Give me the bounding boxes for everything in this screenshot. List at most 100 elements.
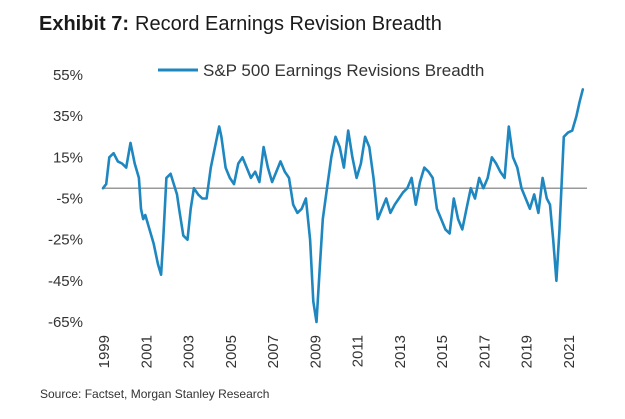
x-tick-label: 2007 [265, 335, 282, 368]
x-tick-label: 2017 [476, 335, 493, 368]
data-point [182, 235, 184, 237]
y-tick-label: -5% [56, 191, 83, 208]
data-point [533, 193, 535, 195]
x-tick-label: 2009 [307, 335, 324, 368]
data-point [432, 177, 434, 179]
data-point [246, 167, 248, 169]
data-point [537, 212, 540, 214]
data-point [419, 181, 421, 183]
data-point [108, 156, 110, 158]
data-point [250, 177, 252, 179]
data-point [312, 300, 314, 302]
x-tick-label: 2003 [181, 335, 198, 368]
data-point [193, 187, 195, 189]
data-point [567, 132, 569, 134]
data-point [542, 177, 544, 179]
data-point [339, 146, 341, 148]
data-point [233, 183, 235, 185]
data-point [330, 156, 332, 158]
data-point [558, 228, 561, 230]
data-point [315, 321, 318, 323]
data-point [474, 197, 476, 200]
data-point [113, 152, 115, 154]
data-point [138, 177, 140, 179]
data-point [160, 274, 162, 276]
data-point [343, 167, 345, 169]
data-point [178, 208, 180, 210]
y-tick-label: 55% [53, 67, 83, 84]
y-tick-label: -25% [48, 232, 83, 249]
data-point [271, 181, 273, 183]
data-point [491, 156, 493, 158]
data-point [579, 101, 581, 103]
data-point [520, 187, 523, 189]
x-tick-label: 2015 [434, 335, 451, 368]
data-point [449, 232, 451, 235]
data-point [546, 197, 548, 200]
data-point [220, 136, 222, 138]
data-point [364, 136, 366, 138]
data-point [197, 193, 199, 195]
chart-title: Record Earnings Revision Breadth [135, 13, 442, 35]
data-point [571, 130, 573, 132]
legend-label: S&P 500 Earnings Revisions Breadth [203, 61, 484, 80]
data-point [263, 146, 265, 148]
data-point [267, 167, 269, 169]
data-point [372, 177, 375, 179]
data-point [427, 171, 430, 173]
data-point [241, 156, 244, 158]
data-point [296, 212, 298, 214]
y-tick-label: 15% [53, 149, 83, 166]
source-note: Source: Factset, Morgan Stanley Research [40, 387, 270, 401]
data-point [206, 197, 208, 200]
data-point [563, 136, 565, 138]
data-point [301, 208, 303, 210]
data-point [214, 146, 216, 148]
data-point [482, 187, 484, 189]
y-tick-label: 35% [53, 108, 83, 125]
data-point [347, 130, 349, 132]
data-point [105, 183, 107, 185]
data-point [555, 280, 558, 282]
data-point [309, 239, 311, 241]
data-point [575, 115, 578, 117]
data-point [210, 167, 212, 169]
data-point [140, 208, 142, 210]
data-point [508, 125, 510, 128]
data-point [444, 228, 446, 230]
data-point [398, 197, 400, 200]
data-point [470, 187, 472, 189]
data-point [389, 212, 391, 214]
data-point [319, 269, 321, 272]
data-point [162, 239, 164, 241]
data-point [402, 191, 404, 193]
data-point [516, 167, 518, 169]
x-tick-label: 2005 [223, 335, 240, 368]
data-point [292, 204, 294, 206]
data-point [102, 187, 104, 189]
data-point [504, 177, 506, 179]
data-point [254, 171, 256, 173]
data-point [284, 171, 286, 173]
data-point [134, 162, 136, 165]
data-point [495, 162, 497, 165]
data-point [326, 187, 328, 189]
data-point [117, 160, 119, 162]
data-point [144, 214, 146, 216]
data-point [129, 142, 132, 144]
data-point [275, 171, 277, 173]
x-tick-label: 1999 [96, 335, 113, 368]
data-point [356, 177, 358, 179]
data-point [487, 177, 489, 179]
data-point [229, 177, 231, 179]
data-point [170, 173, 172, 175]
data-point [415, 204, 417, 206]
data-point [186, 239, 189, 241]
data-point [453, 197, 455, 200]
exhibit-label: Exhibit 7: [39, 13, 130, 35]
data-point [368, 146, 370, 148]
data-point [334, 136, 337, 138]
data-point [121, 162, 123, 165]
data-point [322, 218, 324, 220]
